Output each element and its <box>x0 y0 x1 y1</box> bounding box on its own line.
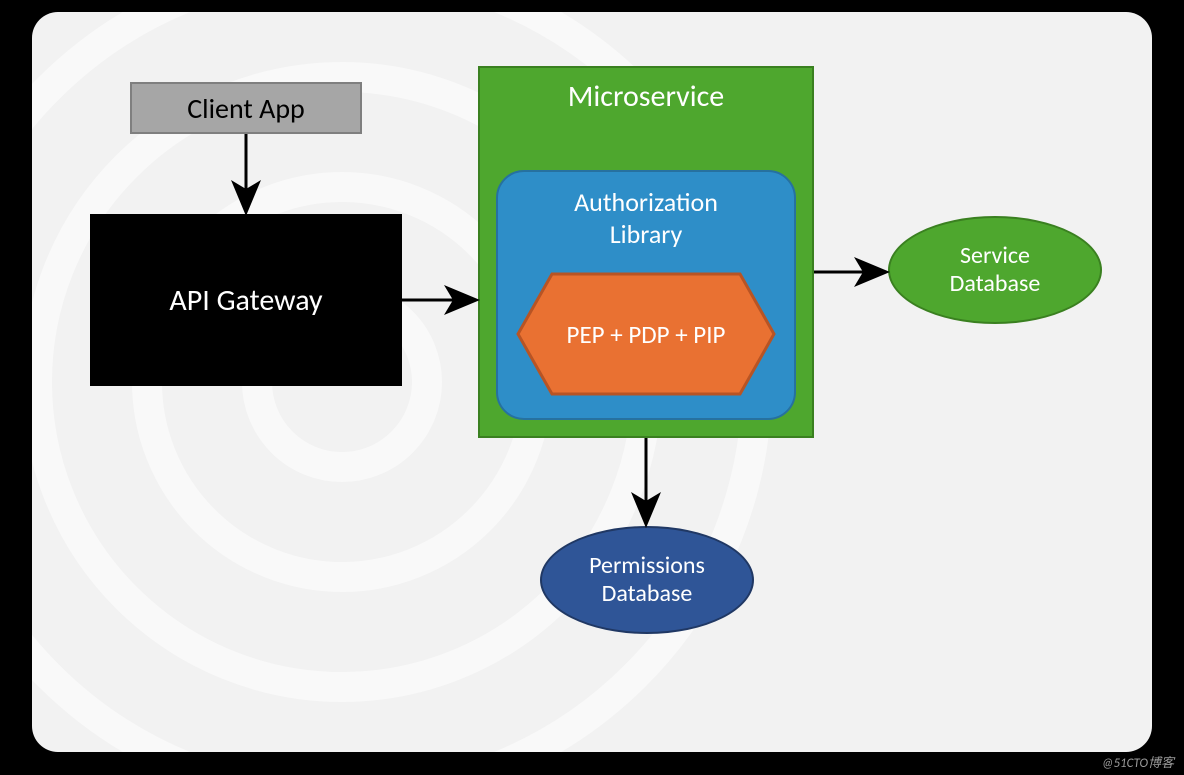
microservice-label: Microservice <box>568 78 724 115</box>
permissions-db-line1: Permissions <box>589 552 705 580</box>
service-db-line2: Database <box>950 270 1041 298</box>
node-permissions-database: Permissions Database <box>540 526 754 634</box>
client-app-label: Client App <box>187 91 305 126</box>
service-db-line1: Service <box>960 242 1030 270</box>
auth-library-label: Authorization Library <box>536 186 756 250</box>
pep-pdp-pip-label: PEP + PDP + PIP <box>537 319 756 350</box>
attribution-text: @51CTO博客 <box>1102 756 1174 771</box>
node-api-gateway: API Gateway <box>90 214 402 386</box>
permissions-db-line2: Database <box>602 580 693 608</box>
node-service-database: Service Database <box>888 216 1102 324</box>
node-pep-pdp-pip: PEP + PDP + PIP <box>516 272 776 396</box>
api-gateway-label: API Gateway <box>169 282 322 319</box>
node-client-app: Client App <box>130 82 362 134</box>
attribution-watermark: @51CTO博客 <box>1102 752 1174 771</box>
